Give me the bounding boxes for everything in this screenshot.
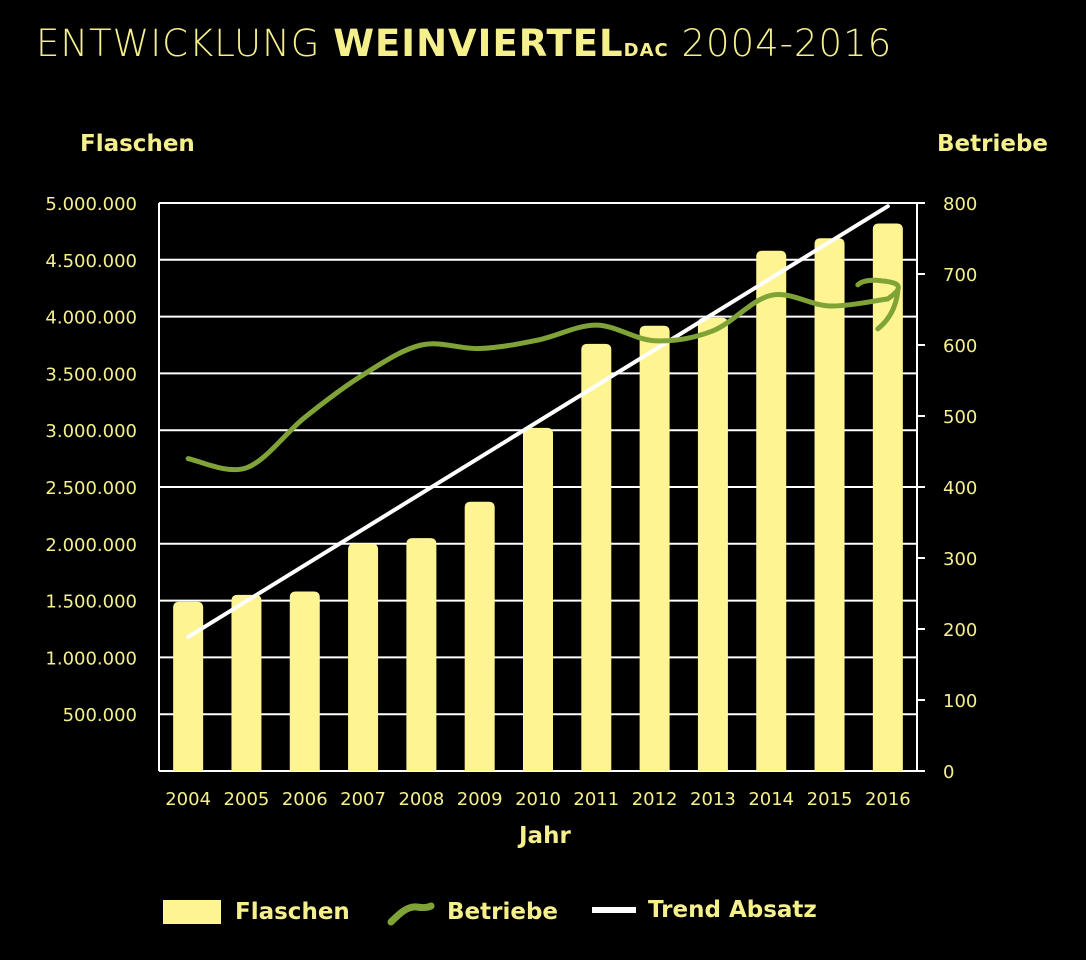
title-highlight: WEINVIERTEL [333, 22, 624, 65]
y-tick-label: 2.000.000 [45, 535, 137, 556]
x-tick-label: 2013 [690, 789, 736, 810]
legend: Flaschen Betriebe Trend Absatz [0, 893, 1086, 933]
y-tick-label: 4.500.000 [45, 251, 137, 272]
legend-item-betriebe: Betriebe [387, 898, 558, 926]
bar-flaschen [464, 501, 495, 771]
x-tick-label: 2015 [807, 789, 853, 810]
x-tick-label: 2006 [282, 789, 328, 810]
y-tick-label: 3.500.000 [45, 364, 137, 385]
x-tick-label: 2009 [457, 789, 503, 810]
y2-tick-label: 400 [943, 478, 977, 499]
x-tick-label: 2010 [515, 789, 561, 810]
y2-tick-label: 200 [943, 620, 977, 641]
bar-flaschen [581, 343, 612, 771]
bar-flaschen [756, 250, 787, 771]
bar-flaschen [406, 538, 437, 771]
y-tick-label: 1.000.000 [45, 648, 137, 669]
y-tick-label: 2.500.000 [45, 478, 137, 499]
y2-tick-label: 800 [943, 194, 977, 215]
bar-flaschen [348, 543, 379, 771]
legend-item-trend: Trend Absatz [592, 897, 817, 923]
betriebe-line-tail [875, 288, 901, 332]
y2-tick-label: 0 [943, 762, 954, 783]
x-tick-label: 2008 [398, 789, 444, 810]
x-tick-label: 2007 [340, 789, 386, 810]
bar-flaschen [697, 317, 728, 771]
legend-label-flaschen: Flaschen [235, 899, 350, 925]
bar-flaschen [814, 238, 845, 771]
legend-label-betriebe: Betriebe [447, 899, 559, 925]
y2-tick-label: 600 [943, 336, 977, 357]
bar-flaschen [523, 427, 553, 771]
x-tick-label: 2004 [165, 789, 211, 810]
y-tick-label: 4.000.000 [45, 308, 137, 329]
legend-swatch-trend [592, 907, 636, 913]
y2-tick-label: 700 [943, 265, 977, 286]
y2-tick-label: 100 [943, 691, 977, 712]
y2-tick-label: 300 [943, 549, 977, 570]
bar-flaschen [231, 594, 262, 771]
x-tick-label: 2012 [632, 789, 678, 810]
bar-flaschen [289, 591, 320, 771]
title-small: DAC [623, 40, 669, 61]
x-tick-label: 2011 [573, 789, 619, 810]
x-axis-title: Jahr [519, 823, 571, 849]
y2-tick-label: 500 [943, 407, 977, 428]
chart-title: ENTWICKLUNG WEINVIERTELDAC 2004-2016 [36, 22, 892, 65]
x-tick-label: 2016 [865, 789, 911, 810]
y-tick-label: 3.000.000 [45, 421, 137, 442]
y-tick-label: 500.000 [63, 705, 137, 726]
legend-swatch-flaschen [163, 900, 221, 924]
title-prefix: ENTWICKLUNG [36, 22, 334, 65]
bar-flaschen [639, 325, 670, 771]
y-tick-label: 1.500.000 [45, 592, 137, 613]
legend-label-trend: Trend Absatz [648, 897, 817, 923]
x-tick-label: 2014 [748, 789, 794, 810]
bar-flaschen [173, 601, 204, 771]
y2-axis-title: Betriebe [937, 131, 1049, 157]
title-suffix: 2004-2016 [668, 22, 893, 65]
y-axis-title: Flaschen [80, 131, 195, 157]
legend-item-flaschen: Flaschen [163, 899, 350, 925]
y-tick-label: 5.000.000 [45, 194, 137, 215]
bar-flaschen [872, 223, 903, 771]
legend-swatch-betriebe [387, 902, 435, 926]
x-tick-label: 2005 [224, 789, 270, 810]
